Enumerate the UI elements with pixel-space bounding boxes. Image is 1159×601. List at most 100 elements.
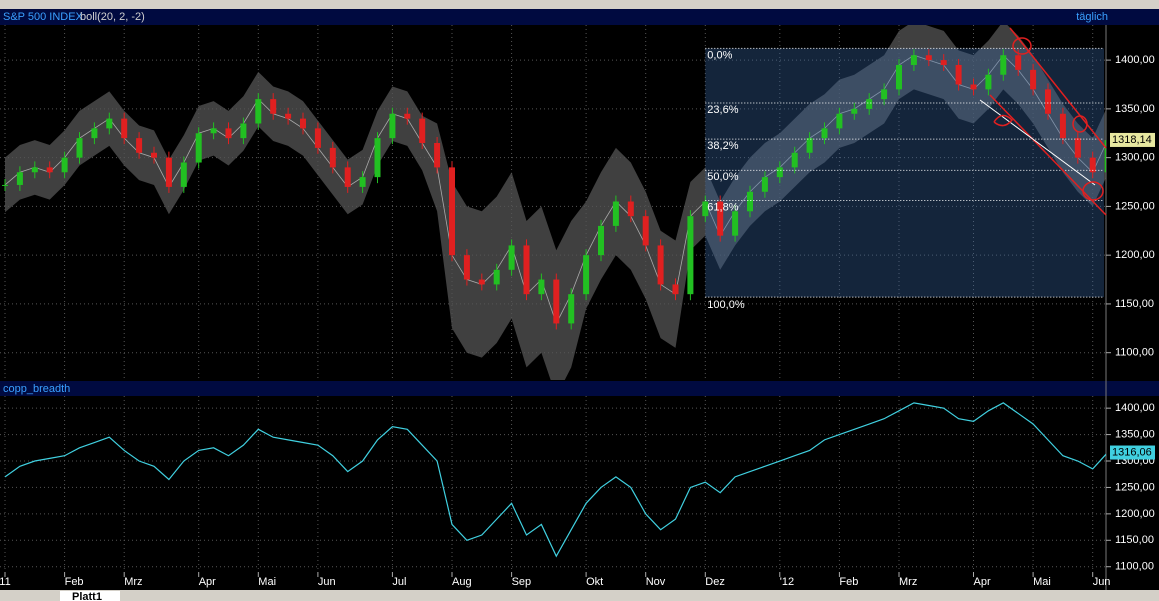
candle (970, 84, 977, 90)
x-tick-label: Aug (452, 576, 472, 588)
x-tick-label: Mrz (124, 576, 142, 588)
candle (91, 128, 98, 139)
candle (151, 152, 157, 158)
fib-label: 61,8% (707, 201, 738, 213)
candle (508, 245, 515, 270)
indicator-title: copp_breadth (3, 383, 70, 395)
candle (1045, 89, 1051, 114)
candle (598, 225, 604, 256)
candle (374, 138, 381, 178)
title-bar (0, 9, 1159, 25)
circle-mark (1082, 181, 1104, 201)
y-tick-label: 1150,00 (1115, 298, 1154, 310)
candle (687, 216, 694, 295)
tab-label: Platt1 (72, 591, 102, 601)
fib-zone (705, 48, 1104, 298)
candle (121, 118, 128, 139)
candle (747, 191, 753, 212)
candle (568, 294, 575, 324)
tab-bar (0, 590, 1159, 601)
tab[interactable] (60, 591, 120, 601)
candle (1000, 55, 1007, 75)
candle (821, 128, 828, 139)
circle-mark (1072, 115, 1088, 133)
y-tick-label: 1400,00 (1115, 402, 1155, 414)
x-tick-label: Apr (199, 576, 216, 588)
y-tick-label: 1100,00 (1115, 347, 1154, 359)
candle (1089, 157, 1096, 173)
panel-bar (0, 381, 1159, 396)
candle (672, 284, 679, 295)
candle (434, 143, 441, 168)
candle (985, 74, 992, 90)
candle (851, 108, 858, 114)
candle (463, 255, 470, 280)
candle (240, 123, 247, 139)
y-tick-label: 1250,00 (1115, 481, 1155, 493)
candle (910, 55, 917, 65)
candle (866, 99, 873, 109)
fib-label: 38,2% (707, 140, 738, 152)
y-tick-label: 1150,00 (1115, 534, 1154, 546)
last-price-box (1110, 132, 1155, 147)
candle (449, 167, 455, 256)
candle (195, 133, 202, 163)
circle-mark (1012, 37, 1032, 55)
candle (106, 118, 113, 129)
candle (538, 279, 545, 295)
candle (31, 167, 38, 173)
x-tick-label: Okt (586, 576, 603, 588)
candle (255, 99, 262, 124)
candle (1074, 138, 1081, 158)
candle (165, 157, 172, 187)
candle (76, 138, 83, 158)
candle (1030, 69, 1037, 90)
candle (2, 184, 8, 186)
x-tick-label: Feb (65, 576, 84, 588)
bollinger-band (5, 25, 1106, 380)
candle (583, 255, 590, 295)
toolbar (0, 0, 1159, 9)
candle (300, 118, 306, 129)
candle (1059, 113, 1066, 139)
y-tick-label: 1100,00 (1115, 561, 1154, 573)
candle (702, 201, 709, 217)
candle (553, 279, 560, 324)
x-tick-label: '12 (780, 576, 794, 588)
breadth-line (4, 402, 1106, 558)
fib-label: 23,6% (707, 104, 738, 116)
candle (896, 64, 902, 90)
annotations (979, 27, 1107, 216)
candle (791, 152, 798, 168)
candle (523, 245, 530, 295)
period: täglich (1076, 11, 1108, 23)
trend-line (979, 99, 1096, 186)
candle (225, 128, 232, 139)
fib-label: 50,0% (707, 171, 738, 183)
candle (493, 269, 500, 285)
y-tick-label: 1350,00 (1115, 103, 1155, 115)
trend-line (989, 94, 1107, 216)
chart-subtitle: boll(20, 2, -2) (80, 11, 145, 23)
candle (389, 113, 396, 139)
candle (881, 89, 888, 100)
candle (657, 245, 664, 285)
candle (612, 201, 619, 226)
candle (806, 138, 813, 153)
y-tick-label: 1200,00 (1115, 508, 1155, 520)
candle (776, 167, 783, 178)
x-tick-label: Jun (318, 576, 336, 588)
candle (314, 128, 321, 148)
candle (478, 279, 485, 285)
candle (285, 113, 292, 119)
x-tick-label: Feb (839, 576, 858, 588)
x-tick-label: Apr (974, 576, 991, 588)
candle (16, 172, 23, 185)
candle (270, 99, 277, 114)
y-tick-label: 1350,00 (1115, 428, 1155, 440)
candle (836, 113, 843, 129)
candle (940, 60, 947, 65)
candle (180, 162, 187, 187)
y-tick-label: 1300,00 (1115, 152, 1155, 164)
candle (1104, 140, 1106, 173)
